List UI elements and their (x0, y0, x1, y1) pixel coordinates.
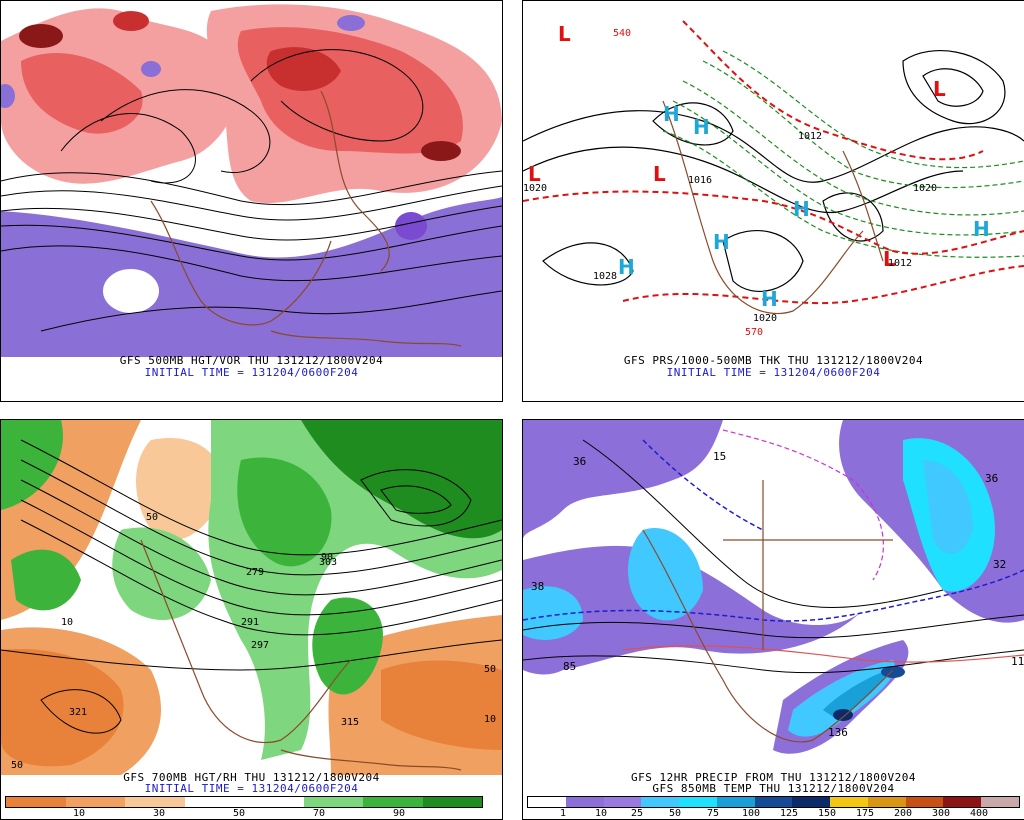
svg-text:L: L (558, 22, 571, 46)
svg-text:1012: 1012 (888, 258, 912, 269)
svg-text:10: 10 (61, 617, 73, 628)
svg-text:36: 36 (985, 472, 998, 485)
svg-text:H: H (618, 255, 635, 279)
svg-text:1016: 1016 (688, 175, 712, 186)
svg-text:L: L (653, 162, 666, 186)
map-500mb (1, 1, 502, 357)
svg-text:L: L (528, 162, 541, 186)
panel-500mb-hgt-vor: GFS 500MB HGT/VOR THU 131212/1800V204 IN… (0, 0, 503, 402)
svg-text:H: H (793, 197, 810, 221)
map-prs-thk: L L L L L H H H H H H H 1012 1020 1028 1… (523, 1, 1024, 357)
scale-label: 50 (668, 808, 682, 819)
scale-label: 400 (969, 808, 989, 819)
svg-text:L: L (883, 247, 896, 271)
svg-text:H: H (693, 115, 710, 139)
svg-text:36: 36 (573, 455, 586, 468)
scale-label: 50 (232, 808, 246, 819)
svg-text:85: 85 (563, 660, 576, 673)
svg-text:L: L (933, 77, 946, 101)
precip-color-scale (527, 796, 1020, 808)
svg-text:H: H (663, 102, 680, 126)
panel-title: GFS PRS/1000-500MB THK THU 131212/1800V2… (623, 354, 924, 367)
svg-text:50: 50 (11, 760, 23, 771)
map-precip: 36 36 32 38 85 136 11 15 (523, 420, 1024, 775)
svg-text:H: H (713, 230, 730, 254)
scale-label: 150 (817, 808, 837, 819)
svg-text:50: 50 (484, 664, 496, 675)
panel-title: GFS 12HR PRECIP FROM THU 131212/1800V204 (631, 771, 916, 784)
svg-text:90: 90 (321, 552, 333, 563)
initial-time: INITIAL TIME = 131204/0600F204 (144, 782, 359, 795)
panel-700mb-hgt-rh: 321 279 291 297 303 315 50 10 50 90 10 5… (0, 419, 503, 820)
initial-time: INITIAL TIME = 131204/0600F204 (144, 366, 359, 379)
svg-text:570: 570 (745, 327, 763, 338)
svg-text:315: 315 (341, 717, 359, 728)
svg-text:136: 136 (828, 726, 848, 739)
svg-text:38: 38 (531, 580, 544, 593)
svg-text:H: H (973, 217, 990, 241)
scale-label: 75 (706, 808, 720, 819)
svg-text:1020: 1020 (523, 183, 547, 194)
scale-label: 90 (392, 808, 406, 819)
rh-color-scale (5, 796, 483, 808)
svg-text:321: 321 (69, 707, 87, 718)
svg-text:32: 32 (993, 558, 1006, 571)
scale-label: 1 (559, 808, 567, 819)
scale-label: 30 (152, 808, 166, 819)
svg-text:279: 279 (246, 567, 264, 578)
svg-text:1020: 1020 (753, 313, 777, 324)
scale-label: 10 (594, 808, 608, 819)
svg-text:1012: 1012 (798, 131, 822, 142)
svg-text:297: 297 (251, 640, 269, 651)
panel-title: GFS 700MB HGT/RH THU 131212/1800V204 (123, 771, 380, 784)
scale-label: 200 (893, 808, 913, 819)
map-700mb: 321 279 291 297 303 315 50 10 50 90 10 5… (1, 420, 502, 775)
panel-precip-850mb-temp: 36 36 32 38 85 136 11 15 GFS 12HR PRECIP… (522, 419, 1024, 820)
panel-subtitle: GFS 850MB TEMP THU 131212/1800V204 (652, 782, 895, 795)
svg-text:11: 11 (1011, 655, 1024, 668)
scale-label: 300 (931, 808, 951, 819)
scale-label: 70 (312, 808, 326, 819)
panel-title: GFS 500MB HGT/VOR THU 131212/1800V204 (119, 354, 384, 367)
svg-text:50: 50 (146, 512, 158, 523)
svg-text:1028: 1028 (593, 271, 617, 282)
svg-text:291: 291 (241, 617, 259, 628)
initial-time: INITIAL TIME = 131204/0600F204 (666, 366, 881, 379)
scale-label: 10 (72, 808, 86, 819)
scale-label: 100 (741, 808, 761, 819)
panel-prs-thickness: L L L L L H H H H H H H 1012 1020 1028 1… (522, 0, 1024, 402)
svg-text:15: 15 (713, 450, 726, 463)
scale-label: 125 (779, 808, 799, 819)
svg-text:10: 10 (484, 714, 496, 725)
svg-text:H: H (761, 287, 778, 311)
svg-text:303: 303 (319, 557, 337, 568)
scale-label: 175 (855, 808, 875, 819)
scale-label: 25 (630, 808, 644, 819)
svg-text:1020: 1020 (913, 183, 937, 194)
svg-text:540: 540 (613, 28, 631, 39)
